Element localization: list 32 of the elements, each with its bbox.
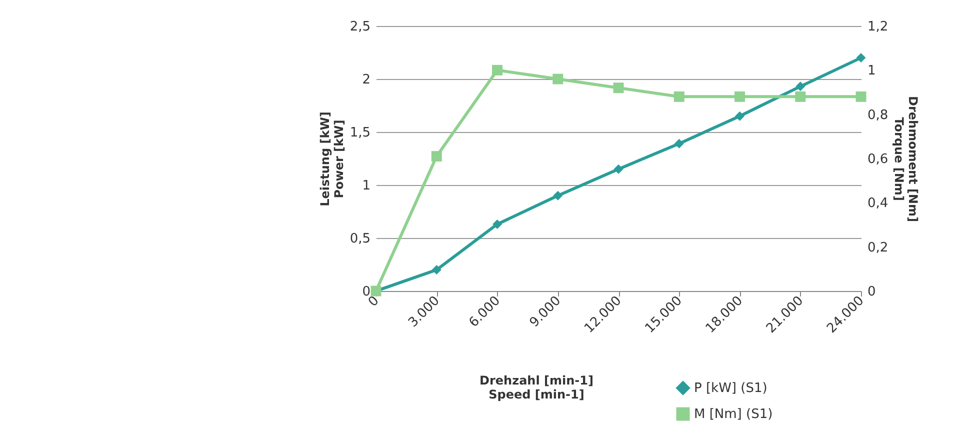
legend-label: P [kW] (S1) <box>694 381 768 396</box>
y2-tick-label: 0,8 <box>868 108 888 123</box>
y2-tick-label: 0,6 <box>868 152 888 167</box>
point <box>553 190 563 200</box>
y-tick-label: 1,5 <box>350 126 370 140</box>
x-axis-title: Drehzahl [min-1] Speed [min-1] <box>480 374 594 402</box>
point <box>431 151 442 162</box>
point <box>796 82 806 92</box>
point <box>795 91 806 102</box>
y2-tick-label: 1 <box>868 64 876 79</box>
y-tick-label: 1 <box>362 178 370 194</box>
y-tick-label: 0,5 <box>350 232 370 246</box>
point <box>856 91 866 102</box>
point <box>674 138 684 148</box>
y2-tick-label: 0,2 <box>868 240 888 256</box>
point <box>856 53 866 63</box>
point <box>492 64 502 76</box>
y-tick-label: 2 <box>362 72 370 88</box>
y-axis-title: Leistung [kW] Power [kW] <box>318 112 346 206</box>
point <box>614 164 624 174</box>
point <box>552 74 564 84</box>
point <box>613 82 624 94</box>
legend-label: M [Nm] (S1) <box>694 407 773 422</box>
y2-tick-label: 1,2 <box>868 20 888 34</box>
y-tick-label: 2,5 <box>350 20 370 34</box>
point <box>734 91 745 102</box>
point <box>432 265 442 275</box>
point <box>492 219 502 229</box>
y2-tick-label: 0,4 <box>868 196 888 212</box>
point <box>735 111 744 121</box>
point <box>674 91 684 102</box>
y2-axis-title: Drehmoment [Nm] Torque [Nm] <box>892 96 920 222</box>
